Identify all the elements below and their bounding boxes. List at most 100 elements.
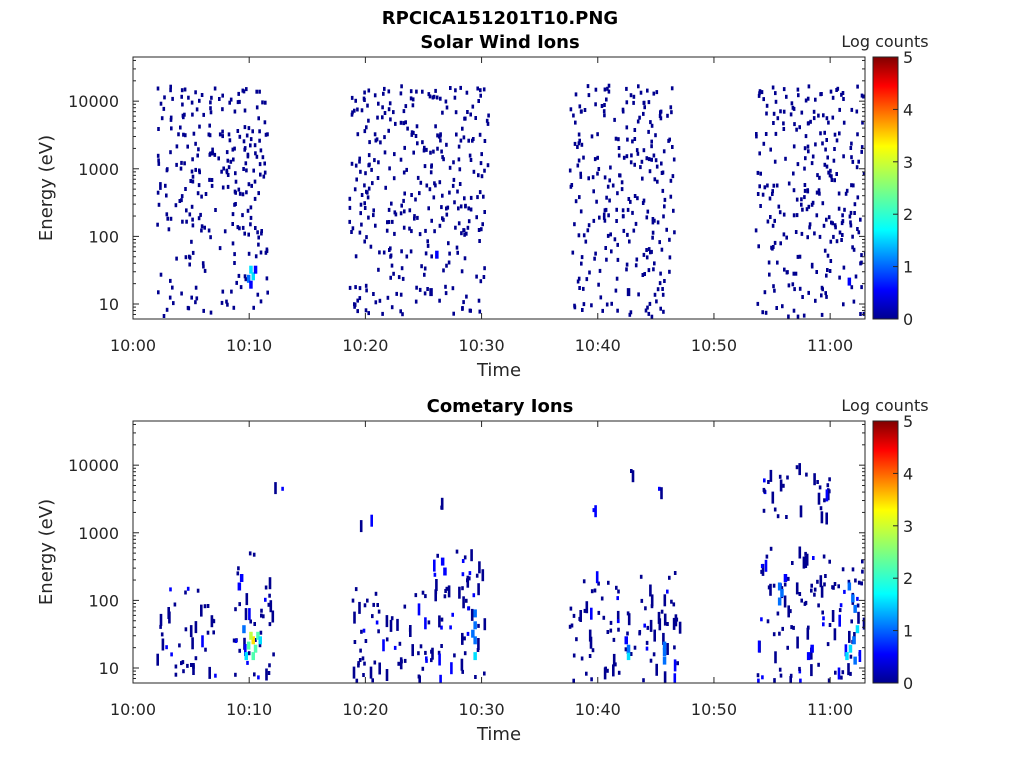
heatmap-cell	[175, 144, 179, 149]
heatmap-cell	[358, 156, 361, 161]
heatmap-cell	[200, 93, 204, 97]
heatmap-cell	[363, 183, 366, 188]
heatmap-cell	[247, 651, 251, 656]
heatmap-cell	[641, 273, 645, 277]
heatmap-cell	[787, 605, 790, 618]
heatmap-cell	[385, 637, 389, 642]
heatmap-cell	[630, 469, 633, 473]
heatmap-cell	[255, 89, 258, 94]
heatmap-cell	[841, 567, 845, 572]
heatmap-cell	[605, 302, 609, 307]
heatmap-cell	[631, 139, 634, 144]
heatmap-cell	[383, 150, 387, 155]
heatmap-cell	[445, 206, 448, 211]
heatmap-cell	[159, 101, 163, 106]
heatmap-cell	[763, 290, 767, 295]
heatmap-cell	[585, 671, 588, 676]
heatmap-cell	[413, 216, 416, 221]
heatmap-cell	[634, 221, 638, 226]
heatmap-cell	[197, 183, 201, 188]
heatmap-cell	[191, 637, 194, 650]
heatmap-cell	[800, 202, 803, 207]
heatmap-cell	[608, 198, 611, 203]
heatmap-cell	[656, 179, 659, 184]
heatmap-cell	[251, 636, 255, 645]
heatmap-cell	[653, 218, 656, 223]
heatmap-cell	[348, 196, 352, 201]
heatmap-cell	[478, 309, 482, 314]
heatmap-cell	[793, 287, 796, 292]
heatmap-cell	[177, 132, 180, 137]
heatmap-cell	[798, 254, 802, 259]
heatmap-cell	[642, 198, 646, 203]
heatmap-cell	[810, 647, 813, 660]
heatmap-cell	[247, 251, 251, 256]
heatmap-cell	[444, 284, 447, 289]
heatmap-cell	[178, 643, 181, 648]
heatmap-cell	[829, 259, 833, 263]
heatmap-cell	[767, 260, 771, 265]
heatmap-cell	[613, 237, 617, 242]
heatmap-cell	[598, 215, 601, 220]
heatmap-cell	[238, 602, 241, 607]
heatmap-cells	[156, 463, 865, 683]
heatmap-cell	[861, 559, 864, 564]
heatmap-cell	[792, 308, 796, 313]
heatmap-cell	[626, 631, 629, 636]
heatmap-cell	[381, 105, 384, 110]
heatmap-cell	[771, 192, 774, 196]
heatmap-cell	[247, 232, 250, 237]
heatmap-cell	[650, 594, 654, 607]
heatmap-cell	[440, 205, 443, 210]
heatmap-cell	[418, 675, 421, 683]
heatmap-cell	[783, 582, 787, 587]
heatmap-cell	[212, 619, 216, 624]
heatmap-cell	[781, 626, 784, 631]
heatmap-cell	[856, 132, 859, 137]
heatmap-cell	[374, 591, 378, 596]
heatmap-cell	[782, 232, 786, 237]
heatmap-cell	[644, 308, 648, 313]
heatmap-cell	[477, 623, 480, 628]
heatmap-cell	[662, 214, 665, 219]
heatmap-cell	[787, 576, 790, 581]
heatmap-cell	[409, 249, 413, 254]
heatmap-cell	[782, 109, 786, 114]
heatmap-cell	[259, 172, 262, 177]
heatmap-cell	[365, 125, 368, 130]
x-axis-label: Time	[476, 724, 521, 745]
heatmap-cell	[210, 95, 213, 100]
heatmap-cell	[837, 206, 841, 211]
heatmap-cell	[395, 291, 398, 296]
heatmap-cell	[441, 110, 444, 115]
heatmap-cell	[250, 183, 253, 188]
heatmap-cell	[191, 157, 194, 162]
heatmap-cell	[263, 120, 267, 125]
heatmap-cell	[804, 600, 808, 605]
heatmap-cell	[625, 267, 628, 272]
x-tick-label: 10:00	[110, 336, 156, 355]
heatmap-cell	[232, 157, 235, 162]
heatmap-cell	[849, 220, 852, 225]
heatmap-cell	[175, 162, 178, 167]
heatmap-cell	[648, 169, 652, 174]
heatmap-cell	[351, 226, 355, 231]
heatmap-cell	[162, 314, 166, 318]
heatmap-cell	[772, 632, 776, 637]
heatmap-cell	[633, 137, 637, 141]
heatmap-cell	[202, 264, 205, 269]
heatmap-cell	[458, 586, 461, 599]
heatmap-cell	[636, 119, 640, 124]
heatmap-cell	[825, 512, 828, 525]
heatmap-cell	[469, 308, 472, 313]
heatmap-cell	[170, 652, 173, 657]
heatmap-cell	[463, 196, 466, 201]
heatmap-cell	[390, 263, 394, 268]
heatmap-cell	[348, 285, 352, 290]
heatmap-cell	[233, 252, 236, 257]
heatmap-cell	[449, 86, 452, 90]
heatmap-cell	[842, 97, 845, 101]
heatmap-cell	[661, 287, 664, 291]
heatmap-cell	[400, 84, 403, 89]
heatmap-cell	[244, 644, 247, 656]
